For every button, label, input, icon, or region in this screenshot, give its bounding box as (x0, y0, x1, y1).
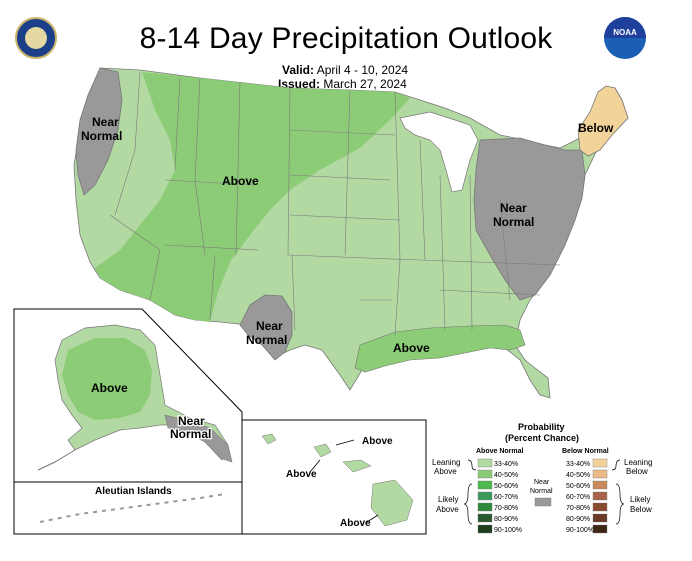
legend-below-header: Below Normal (562, 448, 609, 455)
aleutian-inset (13, 481, 243, 535)
alaska-panhandle-near-normal-area (164, 414, 233, 463)
conus-map (73, 67, 629, 399)
legend-above-swatch-2 (477, 480, 493, 490)
hawaii-maui-group (342, 459, 372, 473)
aleutian-inset-frame (13, 481, 243, 535)
hawaii-inset (241, 419, 427, 535)
legend-near-line1: Near (534, 479, 550, 486)
legend-below-range-4: 70-80% (566, 505, 590, 512)
east-label-line1: Near (500, 201, 527, 215)
legend-likely-above-line2: Above (436, 505, 459, 514)
legend-title-line1: Probability (518, 422, 565, 432)
department-of-commerce-seal (15, 17, 57, 59)
legend-leaning-below-line1: Leaning (624, 458, 652, 467)
legend-above-range-1: 40-50% (494, 472, 518, 479)
legend-below-brackets (611, 459, 625, 525)
rockies-above-label: Above (222, 174, 259, 188)
legend-above-swatch-6 (477, 524, 493, 534)
legend-above-swatches: 33-40% 40-50% 50-60% 60-70% 70-80% 80-90% 90-1… (477, 458, 522, 534)
hawaii-above-label-3: Above (340, 518, 371, 529)
legend-below-swatch-4 (592, 502, 608, 512)
conus-east-near-normal-area (473, 137, 586, 301)
map-title: 8-14 Day Precipitation Outlook (139, 22, 553, 55)
valid-value: April 4 - 10, 2024 (316, 63, 409, 77)
legend-below-range-6: 90-100% (566, 527, 594, 534)
alaska-above-40-50-area (62, 338, 152, 420)
gulf-above-label: Above (393, 341, 430, 355)
newengland-below-label: Below (578, 121, 614, 135)
legend-below-swatch-3 (592, 491, 608, 501)
legend-above-swatch-5 (477, 513, 493, 523)
legend-above-swatch-4 (477, 502, 493, 512)
legend-above-swatch-1 (477, 469, 493, 479)
great-lakes (399, 111, 479, 193)
pnw-label-line2: Normal (81, 129, 122, 143)
legend-above-range-5: 80-90% (494, 516, 518, 523)
conus-gulf-above-area (354, 324, 526, 373)
legend-above-header: Above Normal (476, 448, 524, 455)
legend-below-range-5: 80-90% (566, 516, 590, 523)
legend-above-brackets (463, 459, 477, 525)
conus-texas-near-normal-area (239, 294, 293, 361)
valid-label: Valid: (282, 63, 315, 77)
legend: Probability (Percent Chance) Above Norma… (432, 422, 652, 534)
pnw-label-line1: Near (92, 115, 119, 129)
texas-label-line2: Normal (246, 333, 287, 347)
alaska-near-label-line2: Normal (170, 427, 211, 441)
conus-pnw-near-normal-area (75, 67, 123, 196)
legend-above-range-4: 70-80% (494, 505, 518, 512)
legend-below-swatch-0 (592, 458, 608, 468)
legend-below-swatches: 33-40% 40-50% 50-60% 60-70% 70-80% 80-90% 90-1… (566, 458, 608, 534)
legend-leaning-above-line2: Above (434, 467, 457, 476)
hawaii-oahu (313, 443, 332, 458)
noaa-logo: NOAA (604, 17, 646, 59)
hawaii-kauai (261, 433, 277, 445)
conus-above-40-50-area (95, 72, 410, 322)
texas-label-line1: Near (256, 319, 283, 333)
noaa-logo-text: NOAA (613, 28, 637, 37)
legend-above-range-3: 60-70% (494, 494, 518, 501)
legend-leaning-below-line2: Below (626, 467, 648, 476)
legend-likely-below-line2: Below (630, 505, 652, 514)
legend-below-swatch-5 (592, 513, 608, 523)
east-label-line2: Normal (493, 215, 534, 229)
legend-below-range-0: 33-40% (566, 461, 590, 468)
aleutian-label: Aleutian Islands (95, 486, 172, 497)
conus-newengland-below-area (577, 85, 629, 157)
legend-likely-above-line1: Likely (438, 495, 458, 504)
legend-title-line2: (Percent Chance) (505, 433, 579, 443)
legend-below-swatch-2 (592, 480, 608, 490)
legend-above-range-2: 50-60% (494, 483, 518, 490)
legend-above-swatch-3 (477, 491, 493, 501)
issued-value: March 27, 2024 (323, 77, 407, 91)
valid-dates: Valid: April 4 - 10, 2024 (282, 63, 408, 77)
hawaii-above-label-2: Above (286, 469, 317, 480)
legend-below-range-3: 60-70% (566, 494, 590, 501)
legend-above-range-6: 90-100% (494, 527, 522, 534)
legend-likely-below-line1: Likely (630, 495, 650, 504)
legend-leaning-above-line1: Leaning (432, 458, 460, 467)
alaska-above-label: Above (91, 381, 128, 395)
legend-below-swatch-6 (592, 524, 608, 534)
aleutian-islands (39, 493, 226, 523)
legend-below-swatch-1 (592, 469, 608, 479)
alaska-inset (13, 308, 243, 483)
legend-below-range-1: 40-50% (566, 472, 590, 479)
hawaii-above-label-1: Above (362, 436, 393, 447)
legend-above-swatch-0 (477, 458, 493, 468)
alaska-near-label-line1: Near (178, 414, 205, 428)
legend-near-swatch (534, 497, 552, 507)
hawaii-big-island (370, 479, 414, 527)
state-boundaries (109, 71, 561, 336)
alaska-peninsula (37, 449, 76, 471)
legend-near-line2: Normal (530, 488, 553, 495)
hawaii-leader-lines (309, 439, 379, 523)
legend-above-range-0: 33-40% (494, 461, 518, 468)
legend-below-range-2: 50-60% (566, 483, 590, 490)
